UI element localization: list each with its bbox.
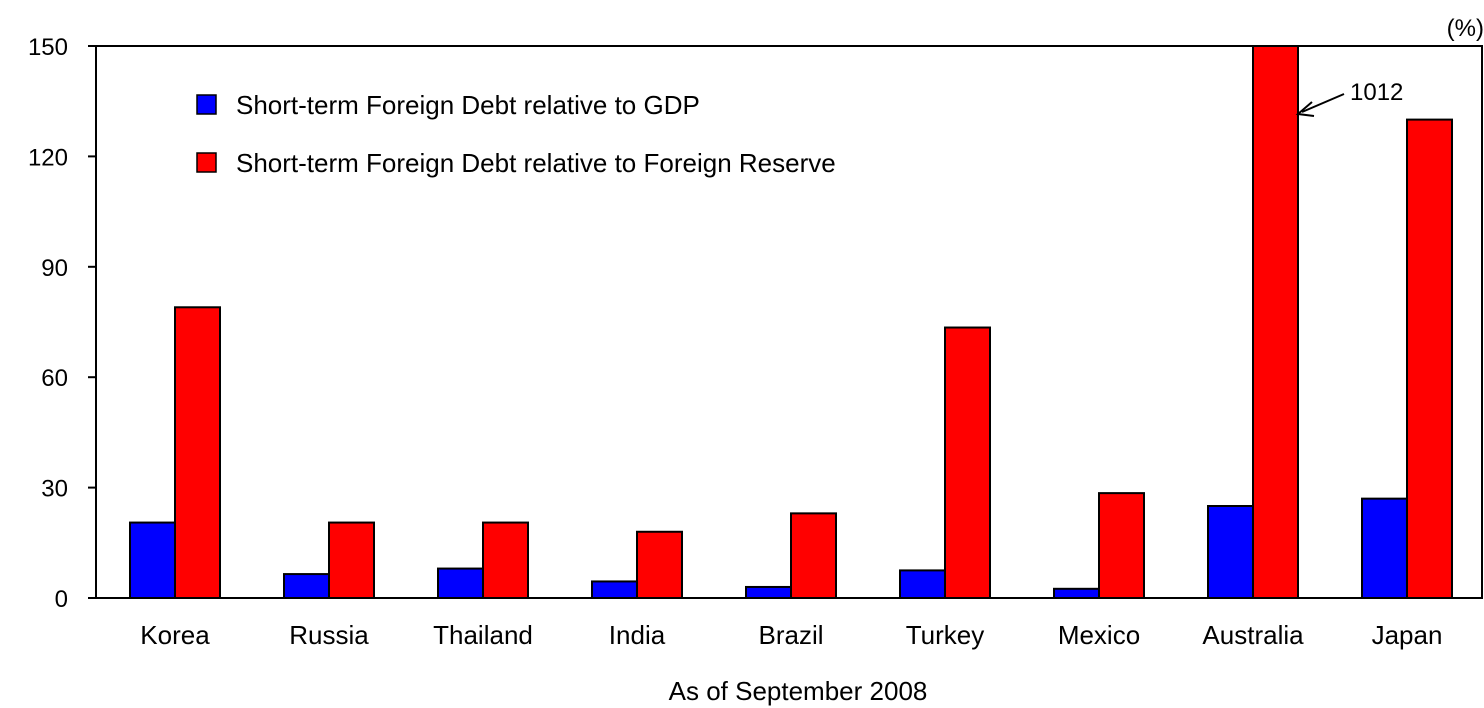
bar-gdp-brazil	[745, 585, 792, 600]
bar-reserve-turkey	[944, 326, 991, 599]
unit-label: (%)	[1447, 15, 1484, 42]
x-tick-label: Australia	[1202, 620, 1304, 650]
bar-reserve-india	[636, 530, 683, 600]
bar-gdp-thailand	[437, 567, 484, 599]
legend: Short-term Foreign Debt relative to GDP S…	[196, 90, 836, 178]
bar-reserve-japan	[1406, 118, 1453, 599]
annotation-arrow-head	[1295, 101, 1315, 117]
annotations: 1012	[1295, 79, 1403, 117]
bar-gdp-australia	[1207, 505, 1254, 599]
bar-reserve-brazil	[790, 512, 837, 599]
y-tick-label: 120	[28, 144, 68, 171]
x-tick-label: Japan	[1372, 620, 1443, 650]
x-tick-label: Brazil	[758, 620, 823, 650]
bar-gdp-japan	[1361, 497, 1408, 600]
x-tick-label: Korea	[140, 620, 210, 650]
bar-reserve-mexico	[1098, 492, 1145, 599]
x-tick-label: India	[609, 620, 666, 650]
y-tick-label: 30	[41, 476, 68, 503]
y-tick-label: 60	[41, 365, 68, 392]
legend-label-reserve: Short-term Foreign Debt relative to Fore…	[236, 148, 836, 178]
bar-gdp-korea	[129, 521, 176, 599]
x-tick-label: Turkey	[906, 620, 985, 650]
legend-swatch-reserve	[196, 152, 217, 173]
x-tick-label: Thailand	[433, 620, 533, 650]
bar-reserve-russia	[328, 521, 375, 599]
bar-reserve-australia	[1252, 45, 1299, 599]
bar-gdp-russia	[283, 573, 330, 600]
bar-gdp-india	[591, 580, 638, 600]
annotation-label: 1012	[1350, 79, 1403, 106]
x-tick-label: Mexico	[1058, 620, 1140, 650]
bar-gdp-turkey	[899, 569, 946, 600]
y-tick-label: 150	[28, 34, 68, 61]
y-tick-label: 90	[41, 255, 68, 282]
bar-reserve-thailand	[482, 521, 529, 599]
x-tick-labels: Korea Russia Thailand India Brazil Turkey Mexi…	[140, 620, 1442, 650]
x-axis-title: As of September 2008	[669, 676, 928, 706]
bar-gdp-mexico	[1053, 587, 1100, 599]
legend-label-gdp: Short-term Foreign Debt relative to GDP	[236, 90, 700, 120]
y-tick-label: 0	[55, 586, 68, 613]
bar-reserve-korea	[174, 306, 221, 599]
annotation-arrow-line	[1301, 93, 1345, 113]
x-tick-label: Russia	[289, 620, 369, 650]
bars	[129, 45, 1453, 600]
legend-swatch-gdp	[196, 94, 217, 115]
